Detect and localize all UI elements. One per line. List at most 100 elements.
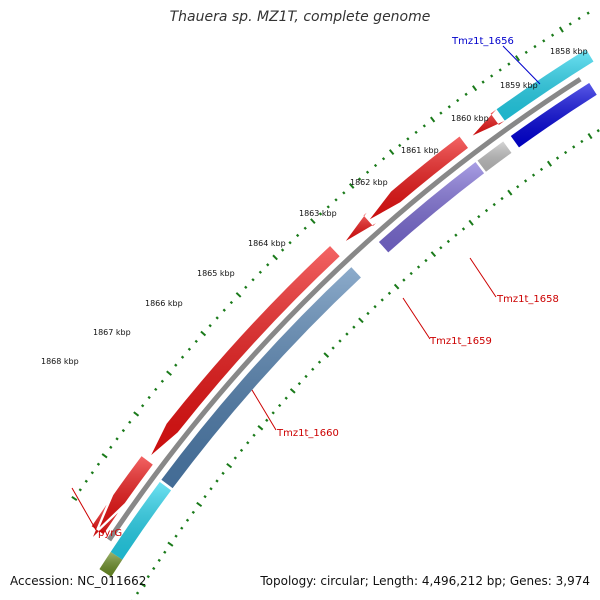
outer-minor-tick [550,33,555,37]
inner-major-tick [358,317,364,324]
inner-minor-tick [477,214,481,219]
inner-minor-tick [146,575,150,579]
outer-minor-tick [357,177,362,181]
outer-minor-tick [481,80,485,84]
outer-minor-tick [439,111,443,115]
inner-minor-tick [180,526,184,530]
outer-minor-tick [464,92,468,96]
inner-minor-tick [152,566,156,571]
tick-label-1865: 1865 kbp [197,269,235,278]
outer-minor-tick [96,462,101,466]
outer-minor-tick [334,198,338,202]
feature-darkblue-sheen [510,82,597,148]
outer-minor-tick [90,471,94,475]
inner-minor-tick [352,325,356,329]
feature-track [91,49,597,577]
inner-tick-ring [131,129,600,600]
tick-label-1861: 1861 kbp [401,146,439,155]
inner-minor-tick [233,456,237,460]
inner-minor-tick [163,550,167,554]
tick-label-1864: 1864 kbp [248,239,286,248]
feature-red-tmz1t-1660-sheen [151,246,340,456]
inner-minor-tick [523,179,528,183]
outer-minor-tick [381,157,386,161]
outer-minor-tick [568,22,572,26]
outer-minor-tick [215,316,219,320]
outer-major-tick [166,370,172,376]
genome-summary-text: Topology: circular; Length: 4,496,212 bp… [260,574,590,588]
feature-green-sheen [99,551,123,577]
inner-minor-tick [221,471,225,475]
outer-minor-tick [490,74,494,78]
leader-pyrg [71,487,97,531]
outer-minor-tick [187,347,192,351]
outer-major-tick [348,183,355,189]
inner-minor-tick [191,510,195,514]
inner-minor-tick [157,558,161,562]
inner-minor-tick [246,441,250,445]
outer-minor-tick [318,212,323,216]
inner-minor-tick [416,265,421,269]
inner-minor-tick [215,479,219,483]
outer-minor-tick [447,105,451,109]
tick-label-1858: 1858 kbp [550,47,588,56]
leader-tmz1t-1660 [251,389,277,431]
inner-major-tick [587,132,593,140]
inner-minor-tick [492,202,496,207]
outer-minor-tick [524,50,528,55]
inner-minor-tick [209,487,213,491]
inner-minor-tick [174,534,178,538]
inner-minor-tick [596,129,600,133]
tick-label-1868: 1868 kbp [41,357,79,366]
inner-minor-tick [345,332,349,336]
outer-minor-tick [373,163,378,168]
outer-minor-tick [194,339,198,344]
inner-major-tick [257,425,264,431]
outer-major-tick [429,116,436,123]
inner-minor-tick [304,374,308,379]
outer-minor-tick [326,205,330,209]
feature-grey-sheen [477,141,512,172]
outer-minor-tick [128,420,132,424]
gene-label-tmz1t-1658: Tmz1t_1658 [496,294,559,305]
outer-minor-tick [251,278,255,282]
inner-minor-tick [366,311,370,316]
outer-major-tick [272,254,278,261]
inner-minor-tick [265,418,269,422]
inner-minor-tick [531,173,536,177]
inner-minor-tick [203,494,207,499]
inner-minor-tick [446,239,451,244]
inner-major-tick [289,388,296,394]
tick-label-1860: 1860 kbp [451,114,489,123]
feature-red-tmz1t-1658-sheen [369,136,468,220]
outer-minor-tick [365,170,370,174]
outer-minor-tick [109,445,113,449]
outer-minor-tick [303,226,307,230]
outer-major-tick [388,149,395,156]
outer-minor-tick [342,191,346,195]
inner-minor-tick [185,518,190,522]
feature-blue-tmz1t-1660-sheen [161,267,361,489]
accession-text: Accession: NC_011662 [10,574,147,588]
outer-minor-tick [406,137,410,141]
inner-major-tick [323,352,330,358]
feature-red-pyrG-left-sheen [91,504,118,537]
inner-major-tick [196,501,203,508]
inner-minor-tick [461,227,466,231]
map-title: Thauera sp. MZ1T, complete genome [169,9,431,25]
feature-cyan-pyrG-sheen [110,481,172,560]
outer-minor-tick [533,44,537,49]
outer-major-tick [133,411,140,417]
inner-minor-tick [271,411,275,415]
outer-minor-tick [160,379,165,383]
tick-label-1867: 1867 kbp [93,328,131,337]
inner-minor-tick [580,139,584,144]
leader-tmz1t-1658 [469,257,497,298]
outer-minor-tick [229,300,234,305]
inner-minor-tick [135,591,140,595]
inner-major-tick [167,541,174,547]
outer-minor-tick [208,324,212,328]
inner-minor-tick [297,381,302,386]
inner-major-tick [507,189,513,196]
outer-major-tick [558,26,564,33]
